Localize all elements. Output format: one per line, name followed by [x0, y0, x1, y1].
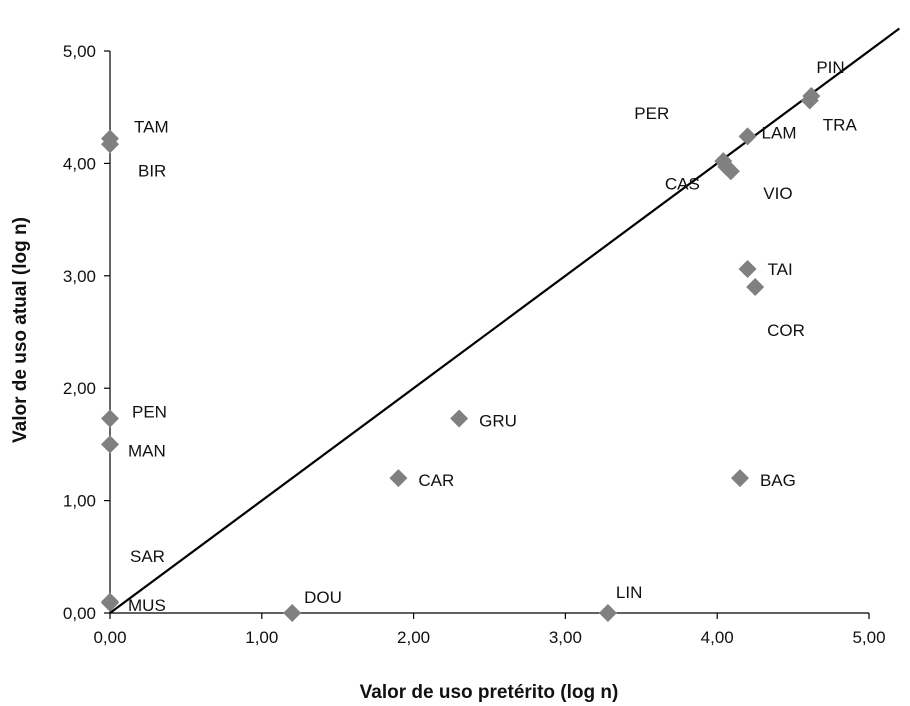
x-tick-label: 4,00: [701, 628, 734, 647]
point-label-per: PER: [634, 104, 669, 123]
y-tick-label: 4,00: [63, 154, 96, 173]
point-label-lam: LAM: [762, 123, 797, 142]
point-label-car: CAR: [418, 471, 454, 490]
x-tick-label: 2,00: [397, 628, 430, 647]
y-tick-label: 3,00: [63, 267, 96, 286]
point-label-lin: LIN: [616, 583, 642, 602]
x-tick-label: 0,00: [93, 628, 126, 647]
scatter-point-vio: [717, 157, 736, 176]
point-label-sar: SAR: [130, 547, 165, 566]
scatter-point-pen: [101, 409, 119, 428]
point-label-bag: BAG: [760, 471, 796, 490]
x-axis-title: Valor de uso pretérito (log n): [360, 682, 619, 703]
point-label-cor: COR: [767, 321, 805, 340]
scatter-point-cor: [746, 278, 765, 297]
scatter-point-lam: [738, 127, 757, 146]
x-tick-label: 1,00: [245, 628, 278, 647]
y-tick-label: 0,00: [63, 604, 96, 623]
point-label-cas: CAS: [665, 174, 700, 193]
point-label-dou: DOU: [304, 588, 342, 607]
point-label-pin: PIN: [816, 58, 844, 77]
scatter-point-gru: [450, 409, 469, 428]
scatter-point-tai: [738, 260, 757, 279]
scatter-point-dou: [283, 604, 302, 622]
point-label-tai: TAI: [768, 260, 793, 279]
x-tick-label: 3,00: [549, 628, 582, 647]
scatter-point-man: [101, 435, 119, 454]
y-tick-label: 1,00: [63, 492, 96, 511]
point-label-pen: PEN: [132, 403, 167, 422]
scatter-point-car: [389, 469, 408, 488]
point-label-man: MAN: [128, 441, 166, 460]
point-label-bir: BIR: [138, 161, 166, 180]
scatter-point-tra: [800, 91, 819, 110]
scatter-point-bag: [730, 469, 749, 488]
point-label-mus: MUS: [128, 596, 166, 615]
scatter-point-lin: [598, 604, 617, 622]
scatter-point-mus: [101, 593, 119, 612]
y-tick-label: 2,00: [63, 379, 96, 398]
point-label-tra: TRA: [823, 115, 858, 134]
y-axis-title: Valor de uso atual (log n): [10, 217, 31, 443]
identity-reference-line: [109, 27, 901, 614]
point-label-gru: GRU: [479, 412, 517, 431]
y-tick-label: 5,00: [63, 42, 96, 61]
x-tick-label: 5,00: [852, 628, 885, 647]
scatter-point-bir: [101, 135, 119, 154]
point-label-tam: TAM: [134, 118, 169, 137]
point-label-vio: VIO: [763, 184, 792, 203]
